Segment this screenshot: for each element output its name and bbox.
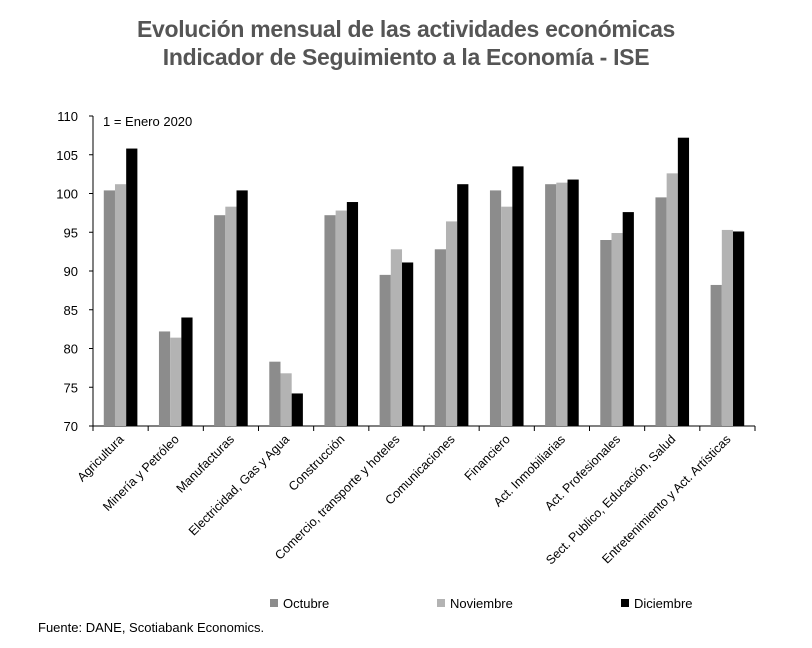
y-tick-label: 100	[56, 187, 78, 202]
bar-octubre-0	[103, 190, 115, 426]
y-tick-label: 75	[64, 380, 78, 395]
bar-octubre-7	[489, 190, 502, 426]
y-tick-label: 80	[64, 342, 78, 357]
y-tick-label: 70	[64, 419, 78, 434]
bar-diciembre-11	[733, 231, 745, 426]
chart-title: Evolución mensual de las actividades eco…	[136, 16, 676, 42]
bar-noviembre-11	[721, 229, 734, 426]
y-tick-label: 110	[57, 109, 78, 124]
y-tick-label: 105	[56, 148, 78, 163]
bar-octubre-9	[600, 240, 612, 426]
bar-diciembre-3	[291, 393, 303, 426]
legend-swatch	[437, 599, 445, 607]
bar-noviembre-8	[556, 182, 568, 426]
bar-octubre-2	[214, 215, 226, 426]
bar-octubre-4	[324, 215, 336, 426]
bar-noviembre-10	[666, 173, 678, 426]
chart-axes	[89, 115, 756, 431]
bar-diciembre-7	[512, 166, 524, 426]
bar-noviembre-9	[611, 233, 623, 426]
x-tick-label: Financiero	[462, 432, 513, 483]
bar-noviembre-4	[335, 210, 347, 426]
bar-noviembre-6	[445, 221, 458, 426]
bar-diciembre-4	[346, 202, 359, 426]
bar-diciembre-0	[126, 148, 138, 427]
bar-noviembre-7	[501, 206, 513, 426]
y-tick-label: 85	[64, 303, 78, 318]
bar-diciembre-9	[622, 212, 634, 426]
bar-octubre-8	[545, 184, 557, 426]
bar-noviembre-1	[170, 337, 182, 426]
y-tick-label: 95	[64, 225, 78, 240]
y-tick-labels: 70 75 80 85 90 95 100 105 110	[56, 109, 78, 434]
bar-diciembre-2	[236, 190, 248, 426]
bar-diciembre-8	[567, 179, 579, 426]
bar-noviembre-2	[225, 206, 237, 426]
bar-diciembre-1	[181, 317, 193, 426]
bar-octubre-3	[269, 361, 281, 426]
chart-subtitle: Indicador de Seguimiento a la Economía -…	[162, 44, 650, 70]
chart-annotation: 1 = Enero 2020	[103, 114, 192, 129]
legend-label: Diciembre	[634, 596, 693, 611]
legend-swatch	[270, 599, 278, 607]
x-tick-label: Agricultura	[75, 432, 127, 484]
legend-label: Noviembre	[450, 596, 513, 611]
x-tick-label: Construcción	[286, 432, 348, 494]
bar-diciembre-10	[677, 137, 690, 426]
bar-octubre-11	[710, 284, 722, 426]
legend: Octubre Noviembre Diciembre	[270, 596, 693, 611]
y-tick-label: 90	[64, 264, 78, 279]
chart-bars	[103, 137, 745, 427]
bar-octubre-5	[379, 274, 391, 426]
source-note: Fuente: DANE, Scotiabank Economics.	[38, 620, 265, 635]
bar-diciembre-5	[402, 262, 414, 426]
bar-noviembre-3	[280, 373, 292, 426]
bar-octubre-6	[434, 249, 446, 426]
bar-octubre-1	[158, 331, 171, 426]
bar-octubre-10	[655, 197, 667, 426]
legend-swatch	[621, 599, 629, 607]
bar-noviembre-5	[390, 249, 403, 426]
bar-noviembre-0	[114, 184, 127, 426]
legend-label: Octubre	[283, 596, 329, 611]
x-tick-label: Electricidad, Gas y Agua	[186, 432, 292, 538]
bar-diciembre-6	[457, 184, 469, 426]
